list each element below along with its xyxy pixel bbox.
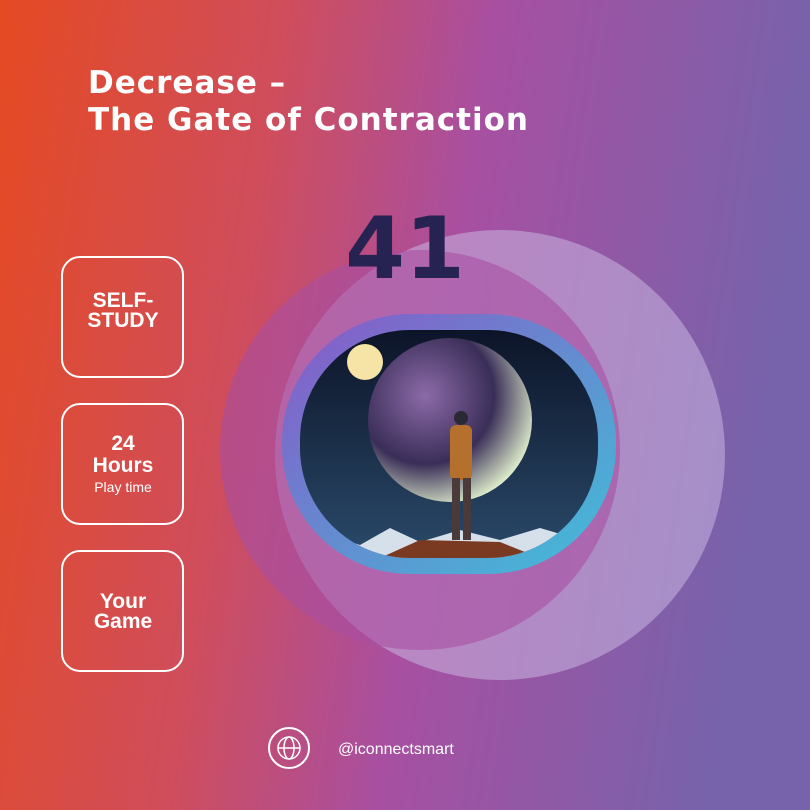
card-text: STUDY <box>87 309 158 332</box>
globe-icon <box>268 727 310 769</box>
art-moon <box>347 344 383 380</box>
card-text: Your <box>100 590 146 613</box>
card-box <box>61 403 184 525</box>
footer: @iconnectsmart <box>268 727 454 769</box>
art-head <box>454 411 468 425</box>
card-box <box>61 256 184 378</box>
card-text: Hours <box>93 454 154 477</box>
artwork <box>282 314 616 574</box>
card-caption: Play time <box>94 479 152 495</box>
card-number: 41 <box>345 199 465 299</box>
title-line: Decrease – <box>88 65 286 101</box>
handle: @iconnectsmart <box>338 741 454 758</box>
title-line: The Gate of Contraction <box>88 102 529 138</box>
card-text: Game <box>94 610 152 633</box>
art-planet <box>368 338 532 502</box>
art-rock <box>380 540 540 558</box>
art-figure <box>450 425 472 480</box>
card-box <box>61 550 184 672</box>
art-leg <box>452 478 460 540</box>
card-text: SELF- <box>93 289 154 312</box>
art-leg <box>463 478 471 540</box>
cards: SELF- STUDY 24 Hours Play time Your Game <box>61 256 184 672</box>
card-text: 24 <box>111 432 135 455</box>
